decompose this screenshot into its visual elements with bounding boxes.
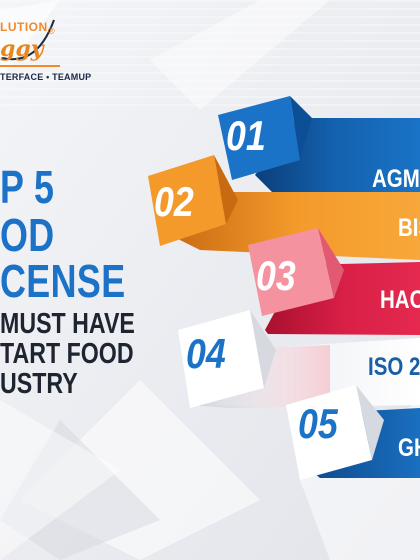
badge-05-fold — [356, 385, 384, 460]
background-stripes — [0, 0, 420, 106]
logo-top-text: LUTION — [0, 20, 48, 34]
logo-script-text: ggy — [0, 36, 44, 62]
license-name-05: GH — [398, 434, 420, 462]
badge-04-fold — [250, 310, 276, 388]
license-name-03: HAC — [380, 286, 420, 314]
license-name-01: AGMA — [372, 165, 420, 193]
license-number-01: 01 — [226, 112, 266, 159]
license-number-02: 02 — [154, 178, 194, 225]
badge-04 — [178, 310, 264, 408]
badge-05 — [286, 385, 372, 480]
subheadline-line-3: USTRY — [0, 368, 78, 400]
subheadline-line-1: MUST HAVE — [0, 308, 135, 340]
headline-line-2: OD — [0, 209, 55, 261]
logo-swoosh — [1, 19, 55, 61]
license-number-04: 04 — [186, 330, 226, 377]
license-number-05: 05 — [298, 400, 338, 447]
license-number-03: 03 — [256, 252, 296, 299]
badge-01-fold — [290, 96, 312, 160]
license-name-04: ISO 22 — [368, 353, 420, 381]
logo-registered-mark: ® — [48, 26, 55, 36]
badge-02-fold — [214, 155, 238, 224]
subheadline-line-2: TART FOOD — [0, 338, 134, 370]
headline-line-3: CENSE — [0, 255, 126, 307]
logo-tagline: TERFACE • TEAMUP — [0, 72, 92, 82]
badge-03 — [248, 228, 334, 316]
badge-03-fold — [318, 228, 344, 298]
badge-02 — [148, 155, 226, 246]
badge-01 — [218, 96, 300, 180]
license-name-02: BIS — [398, 214, 420, 242]
headline-line-1: P 5 — [0, 161, 55, 213]
